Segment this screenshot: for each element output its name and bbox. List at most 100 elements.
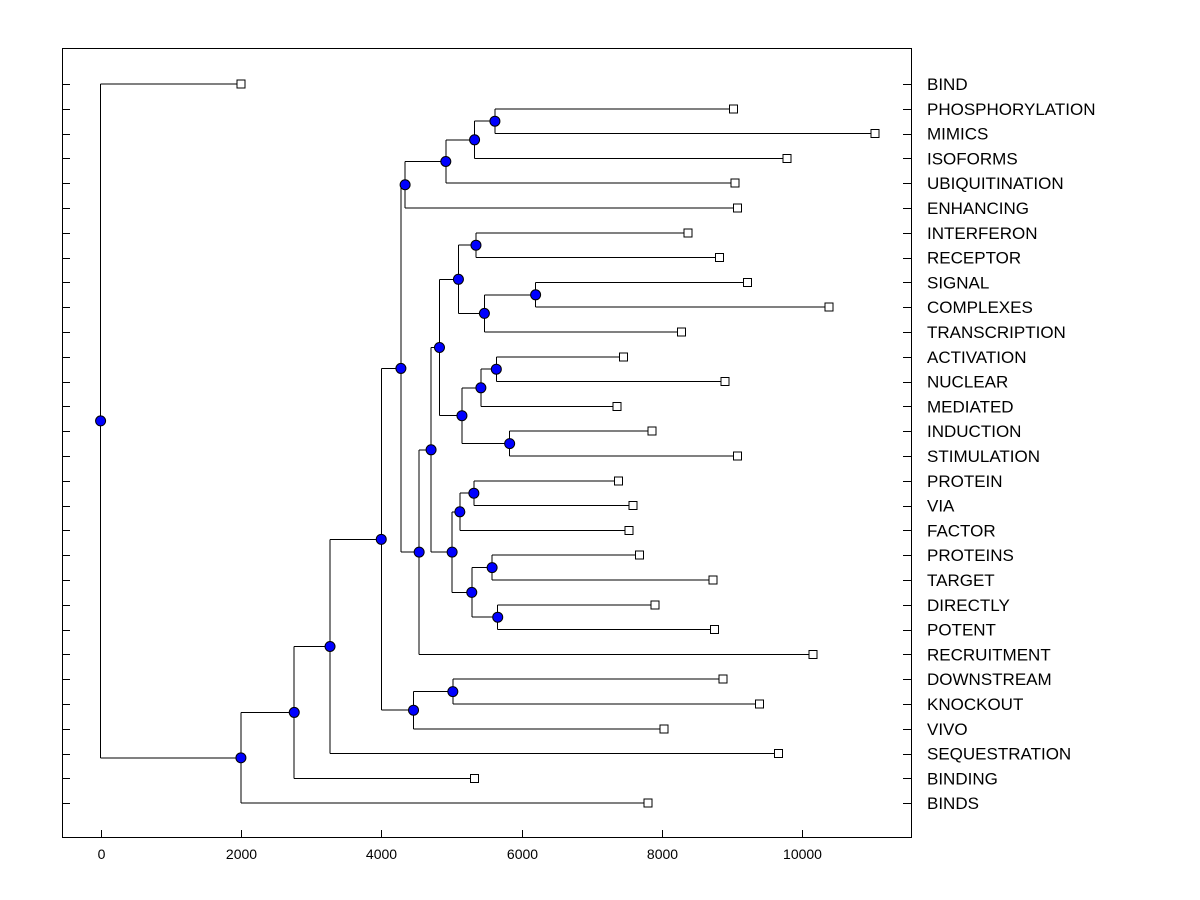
merge-node (395, 362, 407, 374)
merge-node (530, 289, 542, 301)
tick-marks (62, 84, 911, 804)
leaf-label: SIGNAL (927, 273, 989, 292)
leaf-marker (683, 228, 693, 238)
leaf-marker (870, 129, 880, 139)
leaf-marker (733, 451, 743, 461)
x-tick-label: 2000 (226, 846, 257, 862)
x-tick-label: 8000 (647, 846, 678, 862)
leaf-marker (628, 501, 638, 511)
leaf-label: INDUCTION (927, 422, 1021, 441)
plot-frame (62, 48, 912, 838)
leaf-label: TARGET (927, 571, 995, 590)
merge-node (478, 307, 490, 319)
x-tick-label: 6000 (507, 846, 538, 862)
leaf-label: ISOFORMS (927, 149, 1018, 168)
merge-node (489, 115, 501, 127)
leaf-labels: BIND PHOSPHORYLATION MIMICS ISOFORMS UBIQUIT… (927, 75, 1095, 813)
merge-node (375, 533, 387, 545)
leaf-marker (782, 153, 792, 163)
merge-node (446, 546, 458, 558)
x-tick-label: 10000 (783, 846, 822, 862)
leaf-label: MEDIATED (927, 397, 1014, 416)
leaf-label: MIMICS (927, 125, 988, 144)
leaf-marker (236, 79, 246, 89)
merge-node (452, 273, 464, 285)
merge-node (470, 239, 482, 251)
leaf-label: ENHANCING (927, 199, 1029, 218)
leaf-marker (613, 476, 623, 486)
merge-node (95, 415, 107, 427)
leaf-marker (773, 749, 783, 759)
leaf-marker (470, 773, 480, 783)
leaf-marker (618, 352, 628, 362)
leaf-label: VIVO (927, 720, 968, 739)
leaf-label: UBIQUITINATION (927, 174, 1064, 193)
x-tick-label: 4000 (366, 846, 397, 862)
leaf-label: NUCLEAR (927, 373, 1008, 392)
leaf-marker (728, 104, 738, 114)
leaf-label: INTERFERON (927, 224, 1038, 243)
merge-node (447, 686, 459, 698)
leaf-marker (710, 625, 720, 635)
merge-node (288, 706, 300, 718)
merge-node (413, 546, 425, 558)
leaf-marker (650, 600, 660, 610)
leaf-marker (714, 253, 724, 263)
tree-markers (95, 79, 880, 808)
merge-node (469, 134, 481, 146)
leaf-label: FACTOR (927, 521, 996, 540)
merge-node (486, 562, 498, 574)
leaf-marker (624, 525, 634, 535)
x-tick-label: 0 (98, 846, 106, 862)
leaf-marker (808, 649, 818, 659)
leaf-marker (677, 327, 687, 337)
leaf-label: PROTEINS (927, 546, 1014, 565)
leaf-marker (659, 724, 669, 734)
merge-node (425, 444, 437, 456)
merge-node (440, 156, 452, 167)
leaf-label: DIRECTLY (927, 596, 1010, 615)
merge-node (399, 179, 411, 191)
merge-node (468, 487, 480, 499)
leaf-label: POTENT (927, 621, 996, 640)
merge-node (490, 363, 502, 375)
merge-node (466, 586, 478, 598)
leaf-label: COMPLEXES (927, 298, 1033, 317)
leaf-marker (733, 203, 743, 213)
leaf-marker (634, 550, 644, 560)
merge-node (433, 342, 445, 353)
leaf-label: SEQUESTRATION (927, 745, 1071, 764)
merge-node (235, 752, 247, 764)
leaf-marker (718, 674, 728, 684)
leaf-label: BINDS (927, 794, 979, 813)
leaf-marker (824, 302, 834, 312)
merge-node (456, 410, 468, 422)
leaf-label: BIND (927, 75, 968, 94)
leaf-label: BINDING (927, 769, 998, 788)
merge-node (324, 640, 336, 652)
leaf-label: TRANSCRIPTION (927, 323, 1066, 342)
leaf-marker (643, 798, 653, 808)
leaf-label: DOWNSTREAM (927, 670, 1052, 689)
leaf-label: KNOCKOUT (927, 695, 1023, 714)
leaf-marker (612, 401, 622, 411)
leaf-label: RECRUITMENT (927, 645, 1051, 664)
leaf-label: VIA (927, 497, 955, 516)
leaf-marker (754, 699, 764, 709)
x-axis: 0 2000 4000 6000 8000 10000 (98, 830, 822, 862)
leaf-marker (743, 277, 753, 287)
leaf-label: RECEPTOR (927, 249, 1021, 268)
leaf-marker (720, 377, 730, 387)
leaf-marker (647, 426, 657, 436)
merge-node (492, 611, 504, 623)
leaf-label: PHOSPHORYLATION (927, 100, 1095, 119)
leaf-label: ACTIVATION (927, 348, 1027, 367)
leaf-marker (730, 178, 740, 188)
leaf-marker (708, 575, 718, 585)
merge-node (504, 438, 516, 450)
merge-node (475, 382, 487, 394)
tree-edges (100, 83, 876, 804)
leaf-label: PROTEIN (927, 472, 1003, 491)
merge-node (454, 506, 466, 518)
